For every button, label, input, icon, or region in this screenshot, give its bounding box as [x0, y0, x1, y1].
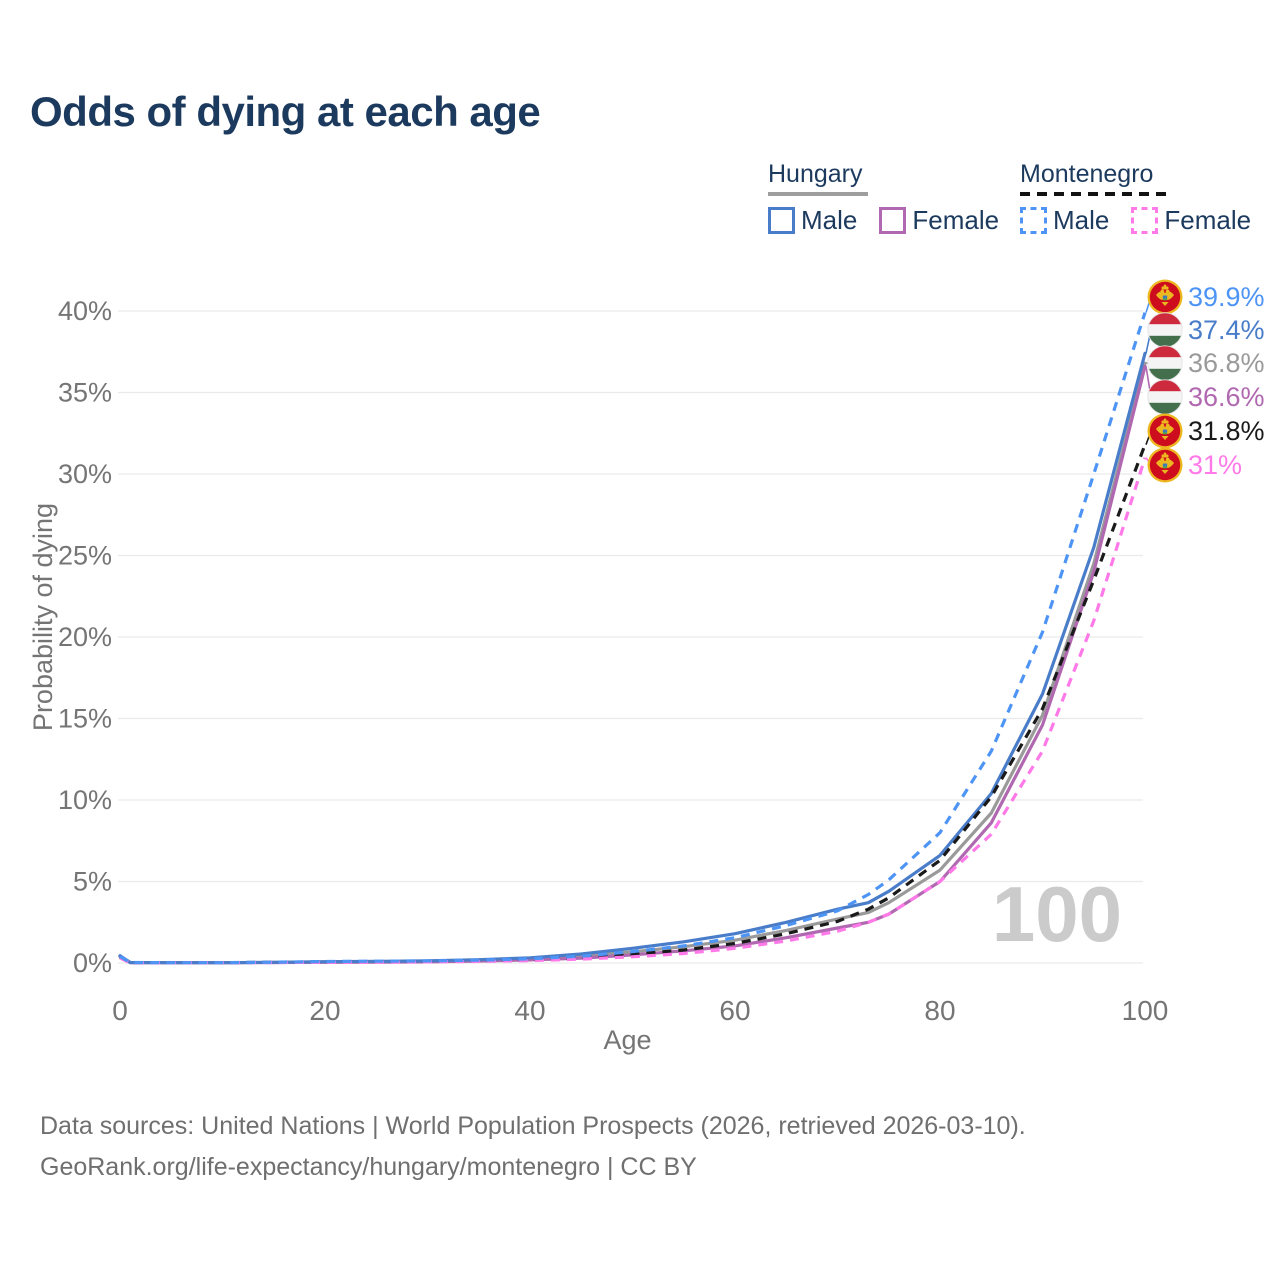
legend-label: Male [1053, 205, 1110, 235]
montenegro-female-swatch-icon[interactable] [1131, 207, 1159, 234]
legend-item-hungary-male[interactable]: Male [768, 205, 857, 236]
legend-group-hungary: Hungary Male Female [768, 160, 999, 236]
x-axis-tick-label: 60 [719, 995, 750, 1026]
legend-item-hungary-female[interactable]: Female [879, 205, 999, 236]
end-value-label-hungary-male: 37.4% [1188, 315, 1265, 345]
y-axis-title: Probability of dying [28, 503, 58, 731]
series-line-montenegro-both [119, 444, 1147, 965]
legend-label: Female [912, 205, 1000, 235]
y-axis-tick-label: 35% [58, 378, 112, 408]
end-value-label-hungary-both: 36.8% [1188, 348, 1265, 378]
end-value-label-montenegro-female: 31% [1188, 450, 1242, 480]
page-title: Odds of dying at each age [30, 88, 541, 135]
y-axis-tick-label: 5% [73, 867, 112, 897]
x-axis-title: Age [603, 1025, 651, 1055]
hungary-flag-icon [1147, 312, 1183, 348]
end-value-label-montenegro-male: 39.9% [1188, 282, 1265, 312]
legend: Hungary Male Female Montenegro Male [0, 160, 1280, 250]
y-axis-tick-label: 25% [58, 541, 112, 571]
legend-underline-solid [768, 192, 868, 196]
x-axis-tick-label: 40 [514, 995, 545, 1026]
legend-group-montenegro: Montenegro Male Female [1020, 160, 1251, 236]
x-axis-tick-label: 100 [1122, 995, 1169, 1026]
end-value-label-montenegro-both: 31.8% [1188, 416, 1265, 446]
x-axis-tick-label: 80 [924, 995, 955, 1026]
y-axis-tick-label: 40% [58, 296, 112, 326]
y-axis-tick-label: 30% [58, 459, 112, 489]
x-axis-tick-label: 20 [309, 995, 340, 1026]
legend-label: Female [1164, 205, 1252, 235]
legend-item-montenegro-female[interactable]: Female [1131, 205, 1251, 236]
legend-label: Male [801, 205, 858, 235]
hungary-flag-icon [1147, 379, 1183, 415]
hungary-male-swatch-icon[interactable] [768, 207, 795, 234]
footer: Data sources: United Nations | World Pop… [40, 1106, 1026, 1187]
legend-item-montenegro-male[interactable]: Male [1020, 205, 1109, 236]
legend-header-montenegro: Montenegro [1020, 160, 1154, 188]
series-line-montenegro-female [119, 457, 1147, 965]
watermark-100: 100 [992, 870, 1122, 958]
legend-header-hungary: Hungary [768, 160, 863, 188]
x-axis-tick-label: 0 [112, 995, 128, 1026]
montenegro-male-swatch-icon[interactable] [1020, 207, 1047, 234]
end-value-label-hungary-female: 36.6% [1188, 382, 1265, 412]
montenegro-flag-icon [1147, 279, 1183, 315]
footer-sources-line: Data sources: United Nations | World Pop… [40, 1112, 1026, 1140]
y-axis-tick-label: 15% [58, 704, 112, 734]
montenegro-flag-icon [1147, 447, 1183, 483]
y-axis-tick-label: 0% [73, 948, 112, 978]
y-axis-tick-label: 20% [58, 622, 112, 652]
footer-attribution-line: GeoRank.org/life-expectancy/hungary/mont… [40, 1152, 697, 1181]
montenegro-flag-icon [1147, 413, 1183, 449]
y-axis-tick-label: 10% [58, 785, 112, 815]
series-line-hungary-male [118, 351, 1147, 965]
series-line-montenegro-male [119, 312, 1147, 965]
legend-underline-dashed [1020, 192, 1168, 196]
hungary-female-swatch-icon[interactable] [879, 207, 907, 234]
